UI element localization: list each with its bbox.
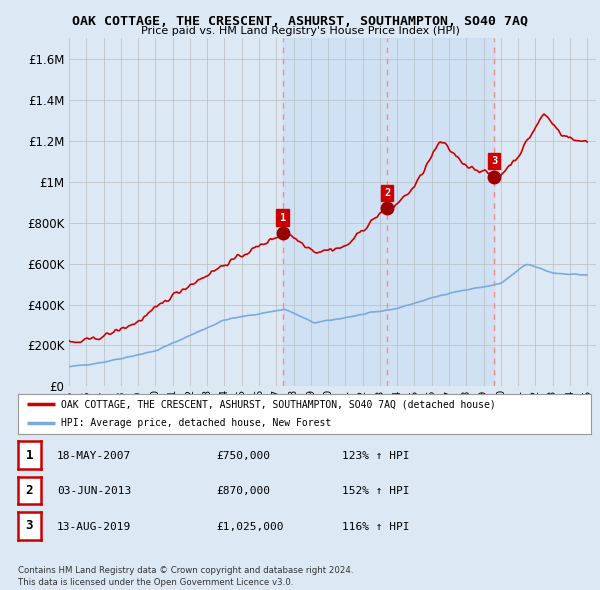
Text: 1: 1 xyxy=(26,448,33,462)
Text: £870,000: £870,000 xyxy=(216,486,270,496)
Text: 1: 1 xyxy=(280,212,286,222)
Text: 2: 2 xyxy=(384,188,390,198)
Text: 116% ↑ HPI: 116% ↑ HPI xyxy=(342,522,409,532)
Text: 152% ↑ HPI: 152% ↑ HPI xyxy=(342,486,409,496)
Text: 13-AUG-2019: 13-AUG-2019 xyxy=(57,522,131,532)
Text: OAK COTTAGE, THE CRESCENT, ASHURST, SOUTHAMPTON, SO40 7AQ (detached house): OAK COTTAGE, THE CRESCENT, ASHURST, SOUT… xyxy=(61,399,496,409)
Text: HPI: Average price, detached house, New Forest: HPI: Average price, detached house, New … xyxy=(61,418,331,428)
Text: £750,000: £750,000 xyxy=(216,451,270,461)
Text: 123% ↑ HPI: 123% ↑ HPI xyxy=(342,451,409,461)
Text: Price paid vs. HM Land Registry's House Price Index (HPI): Price paid vs. HM Land Registry's House … xyxy=(140,26,460,36)
Text: £1,025,000: £1,025,000 xyxy=(216,522,284,532)
Text: 03-JUN-2013: 03-JUN-2013 xyxy=(57,486,131,496)
Text: 2: 2 xyxy=(26,484,33,497)
Text: 18-MAY-2007: 18-MAY-2007 xyxy=(57,451,131,461)
Text: 3: 3 xyxy=(491,156,497,166)
Bar xyxy=(283,38,494,386)
Text: OAK COTTAGE, THE CRESCENT, ASHURST, SOUTHAMPTON, SO40 7AQ: OAK COTTAGE, THE CRESCENT, ASHURST, SOUT… xyxy=(72,15,528,28)
Text: Contains HM Land Registry data © Crown copyright and database right 2024.
This d: Contains HM Land Registry data © Crown c… xyxy=(18,566,353,587)
Text: 3: 3 xyxy=(26,519,33,533)
